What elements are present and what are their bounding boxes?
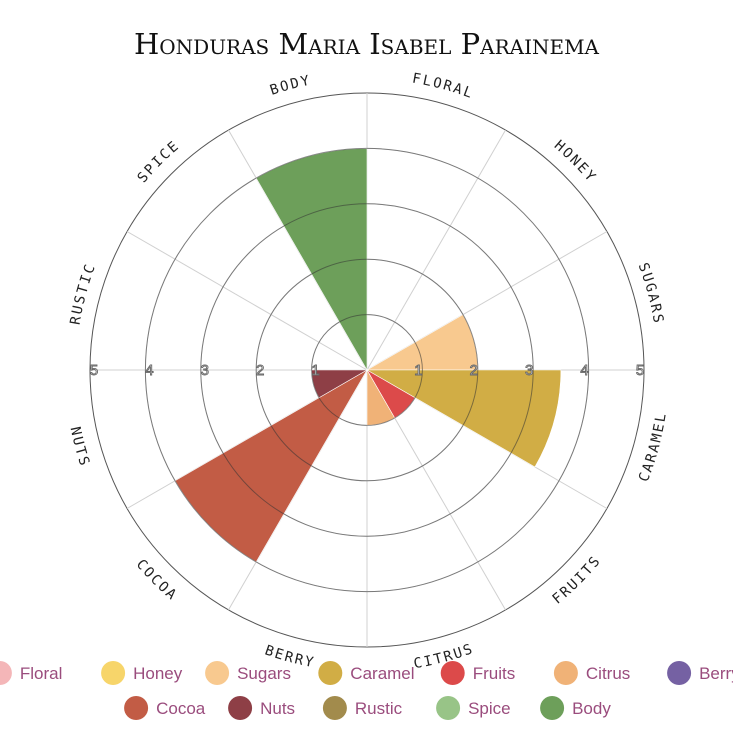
category-label: COCOA [133,556,181,604]
radial-tick-label: 5 [90,362,98,379]
legend-item-floral[interactable]: Floral [0,661,62,685]
grid-ring-line-4 [144,147,590,593]
legend-swatch [124,696,149,720]
legend-swatch [0,661,12,685]
legend-swatch [540,696,565,720]
legend-swatch [553,661,578,685]
legend-label: Honey [133,664,183,683]
category-label: NUTS [67,425,93,469]
radial-tick-label: 4 [145,362,153,379]
legend-item-citrus[interactable]: Citrus [553,661,630,685]
legend-label: Body [572,699,611,718]
category-label: FLORAL [411,71,476,103]
legend: Floral Honey Sugars Caramel Fruits Citrus Berr… [0,661,733,720]
grid-ring-line-3 [200,203,534,537]
grid-ring-line-2 [255,258,479,482]
category-label: CARAMEL [636,410,670,484]
bar-cocoa [174,369,368,563]
category-label: SUGARS [635,261,667,326]
legend-label: Nuts [260,699,295,718]
legend-swatch [322,696,347,720]
legend-label: Floral [20,664,63,683]
legend-swatch [228,696,253,720]
bars [174,148,562,563]
legend-label: Berry [699,664,733,683]
category-label: RUSTIC [68,261,100,326]
radial-tick-label: 2 [470,362,478,379]
legend-item-fruits[interactable]: Fruits [440,661,516,685]
legend-item-caramel[interactable]: Caramel [318,661,415,685]
grid-ring-line-1 [311,314,423,426]
legend-item-nuts[interactable]: Nuts [228,696,295,720]
bar-body [255,148,368,372]
legend-swatch [667,661,692,685]
legend-item-berry[interactable]: Berry [667,661,733,685]
legend-label: Fruits [473,664,516,683]
legend-item-rustic[interactable]: Rustic [322,696,403,720]
legend-item-spice[interactable]: Spice [436,696,511,720]
legend-item-body[interactable]: Body [540,696,611,720]
radial-tick-label: 4 [580,362,588,379]
radial-ticks: 1 1 2 2 3 3 4 4 5 5 [89,362,644,380]
radial-tick-label: 5 [636,362,644,379]
radial-tick-label: 1 [414,362,422,379]
category-label: BODY [268,72,313,98]
grid-spoke [126,231,368,371]
legend-swatch [205,661,230,685]
category-label: SPICE [135,138,184,187]
legend-label: Rustic [355,699,403,718]
radial-tick-label: 2 [256,362,264,379]
legend-label: Citrus [586,664,630,683]
legend-label: Spice [468,699,511,718]
category-label: FRUITS [550,553,605,608]
legend-label: Cocoa [156,699,206,718]
legend-label: Caramel [350,664,414,683]
legend-swatch [440,661,465,685]
radial-tick-label: 1 [311,362,319,379]
category-label: HONEY [551,138,600,187]
legend-label: Sugars [237,664,291,683]
legend-item-honey[interactable]: Honey [101,661,183,685]
legend-swatch [436,696,461,720]
grid-rings-overlay [144,147,590,593]
legend-item-cocoa[interactable]: Cocoa [124,696,206,720]
legend-item-sugars[interactable]: Sugars [205,661,291,685]
bar-caramel [365,369,562,468]
legend-swatch [101,661,126,685]
radial-tick-label: 3 [525,362,533,379]
legend-swatch [318,661,343,685]
radial-tick-label: 3 [201,362,209,379]
grid-spoke [366,129,506,371]
chart-title: Honduras Maria Isabel Parainema [134,27,600,61]
